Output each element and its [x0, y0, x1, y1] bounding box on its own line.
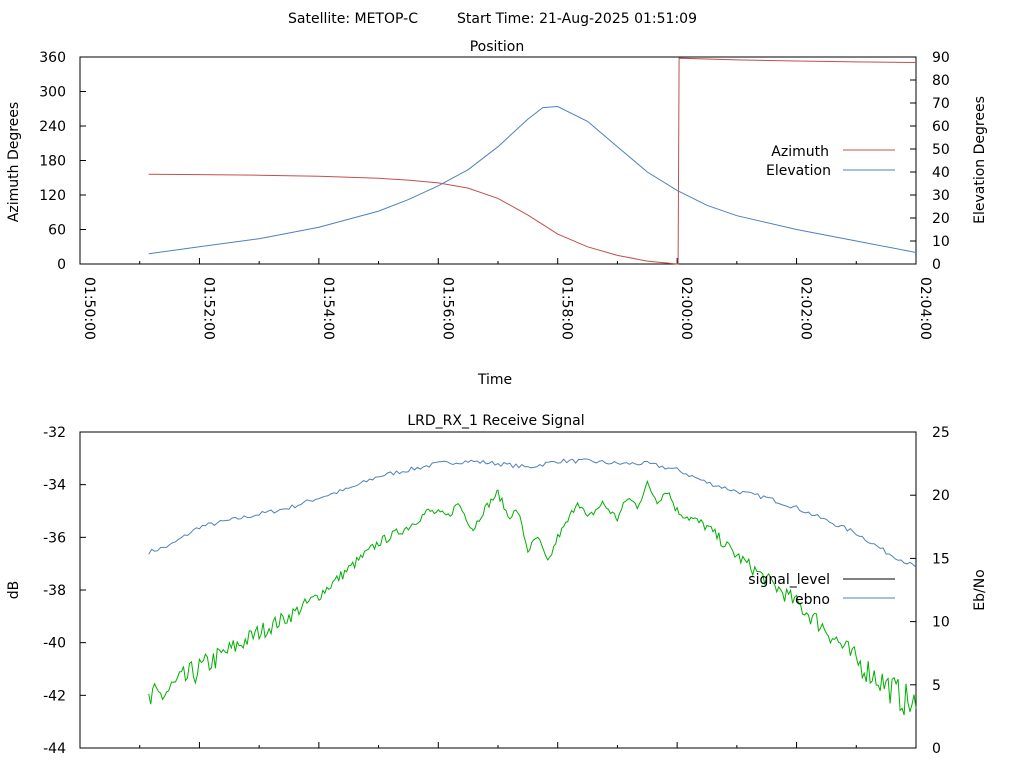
header-satellite: Satellite: METOP-C: [288, 11, 418, 27]
position-x-tick-label: 01:54:00: [320, 277, 336, 340]
position-x-tick-label: 01:56:00: [439, 277, 455, 340]
signal-y-tick-label: -32: [43, 425, 66, 441]
legend-azimuth-label: Azimuth: [771, 144, 829, 160]
position-x-tick-label: 02:02:00: [798, 277, 814, 340]
signal-legend: signal_level ebno: [748, 572, 895, 608]
signal-y-tick-label: -44: [43, 741, 66, 757]
position-y2-tick-label: 30: [932, 188, 950, 204]
position-y2-tick-label: 80: [932, 73, 950, 89]
series-green-trace-line: [148, 479, 917, 716]
position-y-tick-label: 60: [48, 223, 66, 239]
legend-signal-level-label: signal_level: [748, 572, 830, 588]
position-y2-tick-label: 10: [932, 234, 950, 250]
signal-series: [148, 458, 917, 716]
signal-y2-tick-label: 5: [932, 678, 941, 694]
signal-ticks: -44 -42 -40 -38 -36 -34 -32 0 5 10 15 20 25: [43, 425, 950, 757]
position-y2-tick-label: 40: [932, 165, 950, 181]
position-x-axis-label: Time: [477, 372, 512, 388]
position-x-tick-label: 01:52:00: [200, 277, 216, 340]
position-y-tick-label: 120: [39, 188, 66, 204]
position-chart-title: Position: [470, 39, 525, 55]
position-y2-axis-label: Elevation Degrees: [972, 96, 988, 224]
series-elevation-line: [148, 105, 917, 255]
signal-y2-tick-label: 15: [932, 551, 950, 567]
position-y-tick-label: 360: [39, 50, 66, 66]
signal-y-tick-label: -40: [43, 636, 66, 652]
position-y2-tick-label: 20: [932, 211, 950, 227]
position-y2-tick-label: 0: [932, 257, 941, 273]
series-azimuth-line: [148, 57, 917, 265]
position-y-tick-label: 300: [39, 85, 66, 101]
position-y2-tick-label: 50: [932, 142, 950, 158]
header-start-time: Start Time: 21-Aug-2025 01:51:09: [457, 11, 697, 27]
signal-y-tick-label: -34: [43, 478, 66, 494]
position-y2-tick-label: 70: [932, 96, 950, 112]
signal-y2-tick-label: 20: [932, 488, 950, 504]
signal-y-tick-label: -42: [43, 688, 66, 704]
position-chart: Position 0 60 120 180 240 300 360 0 10 20 30 40 50 60…: [6, 39, 988, 388]
position-series: [148, 57, 917, 265]
position-y2-tick-label: 60: [932, 119, 950, 135]
legend-elevation-label: Elevation: [766, 163, 831, 179]
signal-chart-title: LRD_RX_1 Receive Signal: [407, 413, 584, 429]
signal-chart: LRD_RX_1 Receive Signal -44-42-40-38-36-…: [6, 413, 988, 757]
position-y-axis-label: Azimuth Degrees: [6, 102, 22, 222]
position-ticks: 0 60 120 180 240 300 360 0 10 20 30 40 50 60 70 80 90 01:…: [39, 50, 950, 340]
signal-y2-tick-label: 0: [932, 741, 941, 757]
position-y-tick-label: 240: [39, 119, 66, 135]
position-y-tick-label: 0: [57, 257, 66, 273]
position-x-tick-label: 02:04:00: [917, 277, 933, 340]
position-y-tick-label: 180: [39, 154, 66, 170]
signal-y2-axis-label: Eb/No: [972, 569, 988, 611]
signal-y-axis-label: dB: [6, 581, 22, 600]
position-legend: Azimuth Elevation: [766, 144, 895, 179]
signal-y2-tick-label: 25: [932, 425, 950, 441]
signal-y-tick-label: -36: [43, 530, 66, 546]
signal-y-tick-label: -38: [43, 583, 66, 599]
position-x-tick-label: 01:58:00: [559, 277, 575, 340]
legend-ebno-label: ebno: [795, 592, 830, 608]
position-y2-tick-label: 90: [932, 50, 950, 66]
position-x-tick-label: 01:50:00: [81, 277, 97, 340]
signal-y2-tick-label: 10: [932, 615, 950, 631]
position-x-tick-label: 02:00:00: [678, 277, 694, 340]
series-ebno-line: [148, 458, 917, 568]
